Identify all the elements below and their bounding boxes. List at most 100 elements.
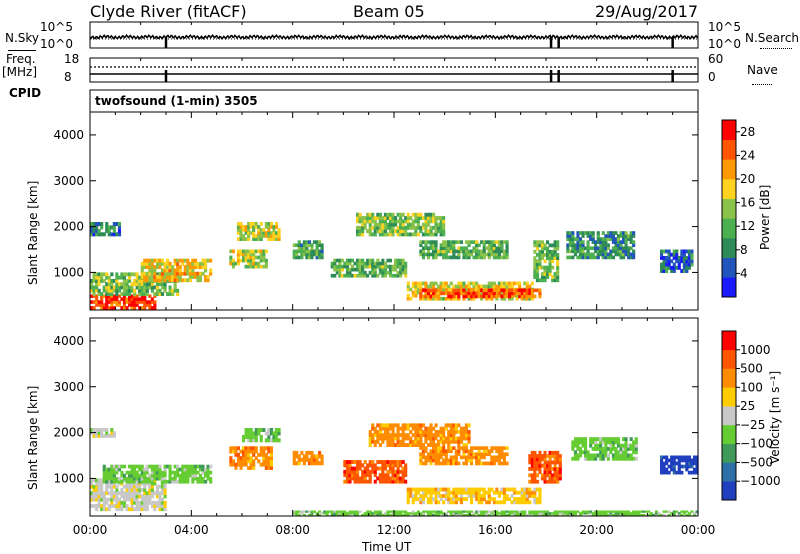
velocity-cell (454, 490, 458, 495)
velocity-cell (383, 433, 388, 438)
velocity-cell (153, 467, 157, 472)
velocity-cell (353, 466, 357, 471)
power-cell (434, 243, 438, 248)
power-cell (366, 273, 370, 278)
velocity-cell (107, 481, 111, 486)
velocity-cell (480, 497, 484, 502)
velocity-cell (680, 458, 684, 463)
velocity-cell (429, 494, 433, 498)
velocity-cell (102, 507, 106, 512)
power-cell (356, 232, 360, 237)
power-cell (495, 296, 499, 301)
velocity-cell (475, 497, 479, 502)
power-cell (457, 240, 461, 244)
velocity-cell (665, 510, 669, 513)
velocity-cell (660, 464, 664, 469)
velocity-cell (318, 454, 322, 459)
power-cell (454, 249, 458, 254)
velocity-cell (150, 467, 154, 472)
power-cell (105, 282, 109, 287)
power-cell (495, 287, 499, 292)
power-cell (449, 281, 453, 286)
power-cell (447, 246, 451, 251)
power-cell (530, 288, 534, 293)
velocity-cell (373, 463, 377, 468)
velocity-cell (381, 460, 385, 464)
power-cell (130, 282, 134, 287)
velocity-cell (449, 449, 453, 454)
power-cell (257, 225, 261, 229)
velocity-cell (556, 512, 560, 515)
velocity-cell (348, 513, 352, 517)
velocity-cell (356, 463, 360, 468)
power-cell (166, 268, 170, 273)
velocity-cell (416, 490, 420, 495)
power-cell (267, 237, 271, 241)
power-cell (449, 287, 453, 292)
power-cell (454, 240, 458, 244)
power-cell (383, 219, 388, 224)
power-cell (140, 288, 144, 293)
velocity-cell (477, 513, 481, 517)
power-cell (551, 249, 555, 254)
power-cell (556, 262, 560, 267)
velocity-cell (130, 494, 134, 499)
power-cell (128, 288, 132, 293)
power-cell (176, 265, 180, 270)
velocity-cell (381, 469, 385, 474)
velocity-cell (505, 461, 509, 466)
velocity-cell (396, 443, 400, 447)
velocity-cell (467, 433, 471, 438)
velocity-cell (411, 439, 415, 444)
velocity-cell (112, 473, 116, 478)
power-cell (173, 268, 177, 273)
velocity-cell (495, 487, 499, 492)
power-cell (366, 258, 370, 263)
power-cell (566, 255, 570, 260)
power-cell (606, 243, 610, 248)
power-cell (236, 222, 241, 226)
power-cell (629, 234, 633, 238)
velocity-cell (452, 436, 456, 441)
power-cell (112, 225, 116, 230)
velocity-cell (452, 513, 456, 517)
power-cell (110, 225, 114, 230)
power-cell (353, 261, 357, 266)
velocity-cell (426, 452, 431, 457)
power-region (660, 249, 694, 273)
velocity-cell (665, 470, 669, 475)
velocity-cell (518, 510, 522, 513)
velocity-cell (373, 469, 377, 474)
velocity-cell (616, 510, 621, 513)
power-cell (153, 258, 157, 263)
power-cell (229, 261, 233, 266)
velocity-cell (95, 428, 99, 432)
velocity-cell (464, 455, 469, 460)
velocity-cell (566, 513, 570, 517)
power-cell (672, 252, 676, 257)
time-xtick-label: 20:00 (579, 523, 614, 537)
velocity-cell (449, 446, 453, 450)
velocity-cell (497, 494, 502, 498)
velocity-cell (447, 510, 451, 513)
velocity-cell (500, 487, 504, 492)
power-cell (302, 249, 306, 254)
power-cell (145, 265, 149, 270)
nave-tick-bottom: 0 (708, 70, 716, 84)
velocity-cell (467, 452, 471, 457)
power-cell (627, 237, 631, 241)
power-cell (117, 225, 122, 230)
power-cell (457, 294, 461, 299)
power-cell (302, 240, 306, 244)
power-cell (247, 234, 251, 238)
velocity-cell (138, 494, 142, 499)
power-cell (292, 249, 296, 254)
velocity-cell (426, 497, 431, 502)
power-cell (160, 282, 165, 287)
power-cell (191, 275, 195, 279)
velocity-cell (401, 439, 405, 444)
power-cell (546, 240, 550, 245)
velocity-cell (548, 473, 552, 478)
power-cell (616, 237, 621, 241)
velocity-cell (168, 479, 172, 484)
